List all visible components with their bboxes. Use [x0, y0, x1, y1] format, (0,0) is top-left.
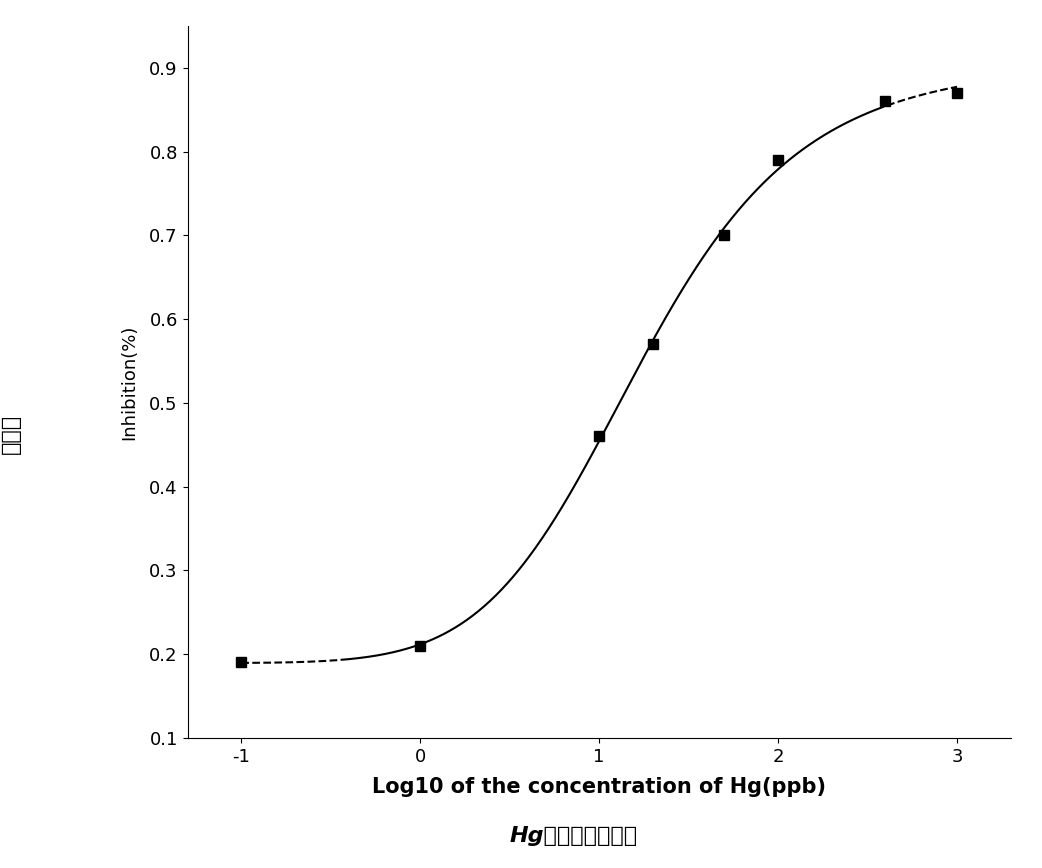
Text: Hg浓度的负对数值: Hg浓度的负对数值	[510, 826, 637, 846]
Y-axis label: Inhibition(%): Inhibition(%)	[120, 325, 139, 439]
Text: 抑制率: 抑制率	[0, 414, 21, 454]
X-axis label: Log10 of the concentration of Hg(ppb): Log10 of the concentration of Hg(ppb)	[372, 777, 826, 797]
